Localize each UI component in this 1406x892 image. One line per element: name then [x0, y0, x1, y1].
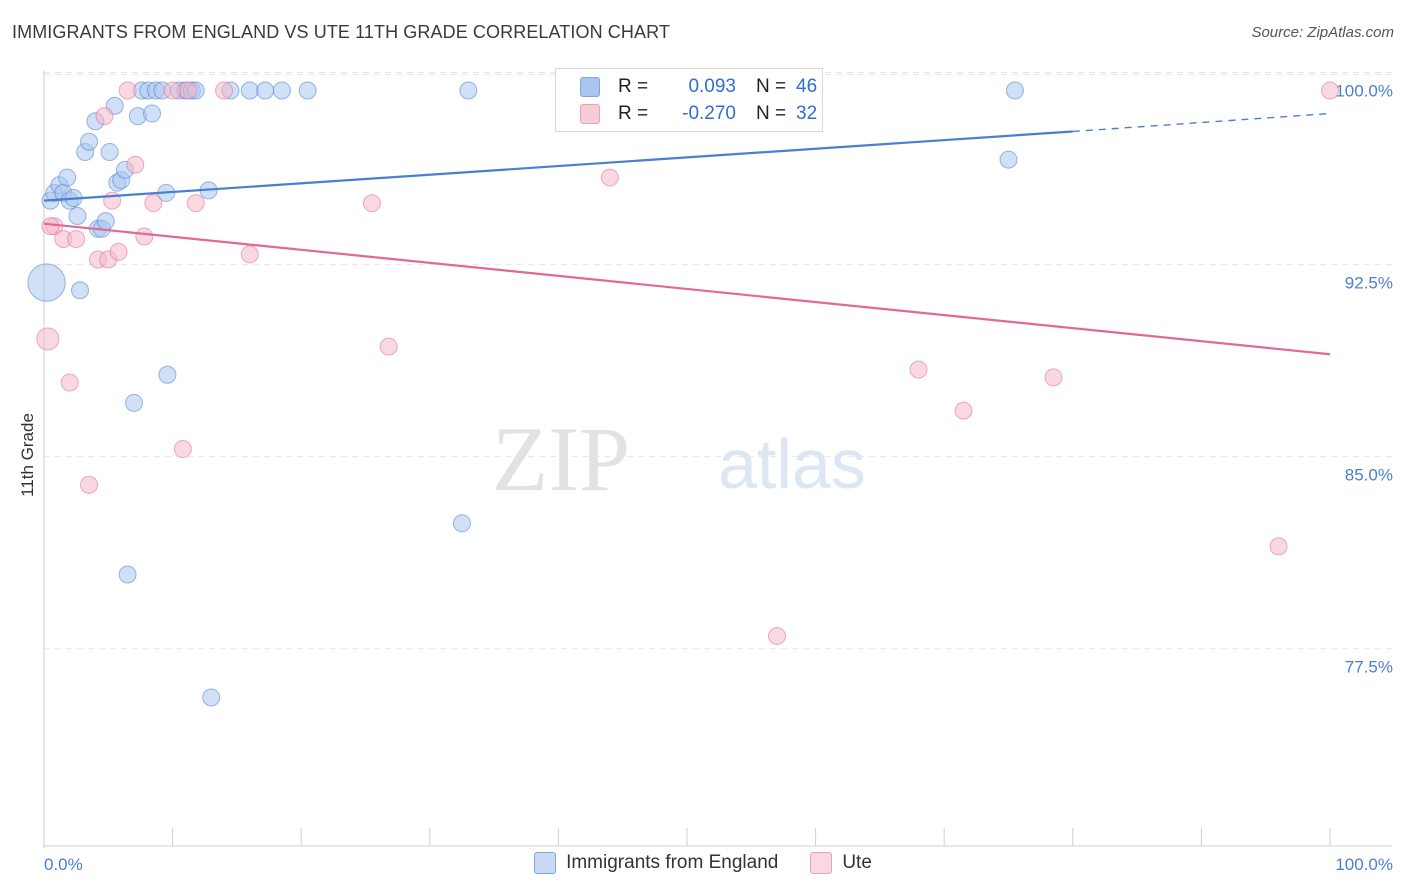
scatter-point [118, 81, 137, 100]
legend-row-england: R = 0.093 N = 46 [580, 74, 817, 100]
scatter-point [125, 393, 144, 412]
scatter-point [272, 81, 291, 100]
scatter-point [100, 142, 119, 161]
scatter-point [41, 217, 60, 236]
scatter-point [256, 81, 275, 100]
scatter-point [80, 132, 99, 151]
trend-line-ute [43, 222, 1331, 356]
n-value: 32 [796, 103, 818, 124]
scatter-point [126, 155, 145, 174]
legend-swatch-ute [580, 104, 600, 124]
series-ute [36, 81, 1339, 645]
r-value: -0.270 [682, 103, 736, 124]
scatter-point [768, 626, 787, 645]
trend-lines [43, 112, 1331, 356]
scatter-point [58, 168, 77, 187]
scatter-point [298, 81, 317, 100]
scatter-point [143, 104, 162, 123]
legend-swatch-england [580, 77, 600, 97]
scatter-point [600, 168, 619, 187]
y-tick-labels: 77.5% 85.0% 92.5% 100.0% [1335, 81, 1393, 676]
scatter-point [459, 81, 478, 100]
x-tick-label: 100.0% [1335, 855, 1393, 874]
scatter-point [163, 81, 182, 100]
trend-line-england [43, 130, 1073, 202]
scatter-point [379, 337, 398, 356]
legend-label-ute: Ute [842, 852, 872, 873]
scatter-point [144, 194, 163, 213]
scatter-point [135, 227, 154, 246]
y-tick-label: 100.0% [1335, 81, 1393, 100]
series-england [27, 81, 1024, 707]
scatter-point [954, 401, 973, 420]
scatter-point [109, 242, 128, 261]
legend-label-england: Immigrants from England [566, 852, 779, 873]
r-label: R = [618, 103, 649, 124]
scatter-point [158, 365, 177, 384]
legend-swatch-england-bottom [534, 852, 557, 874]
legend-item-ute[interactable]: Ute [810, 852, 872, 874]
scatter-point [36, 327, 60, 351]
y-tick-label: 92.5% [1345, 274, 1393, 293]
scatter-point [240, 245, 259, 264]
scatter-point [80, 475, 99, 494]
scatter-point [909, 360, 928, 379]
scatter-point [118, 565, 137, 584]
scatter-point [202, 688, 221, 707]
series-layer [27, 81, 1339, 707]
x-tick-labels: 0.0% 100.0% [44, 855, 1393, 874]
stats-legend: R = 0.093 N = 46 R = -0.270 N = 32 [555, 68, 823, 132]
scatter-point [240, 81, 259, 100]
gridlines [44, 71, 1392, 650]
legend-row-ute: R = -0.270 N = 32 [580, 101, 817, 127]
trend-line-extension [1072, 112, 1331, 133]
r-value: 0.093 [688, 76, 736, 97]
legend-item-england[interactable]: Immigrants from England [534, 852, 778, 874]
scatter-point [71, 281, 90, 300]
scatter-point [27, 263, 66, 302]
scatter-point [1321, 81, 1339, 100]
y-tick-label: 77.5% [1345, 658, 1393, 677]
scatter-point [96, 212, 115, 231]
scatter-point [179, 81, 198, 100]
r-label: R = [618, 76, 649, 97]
y-tick-label: 85.0% [1345, 466, 1393, 485]
scatter-point [95, 107, 114, 126]
watermark-zip: ZIP [492, 408, 630, 510]
scatter-point [999, 150, 1018, 169]
series-legend: Immigrants from England Ute [0, 852, 1406, 874]
legend-swatch-ute-bottom [810, 852, 833, 874]
scatter-point [67, 230, 86, 249]
n-label: N = [756, 76, 787, 97]
scatter-point [1269, 537, 1288, 556]
scatter-point [215, 81, 234, 100]
watermark: ZIP atlas [492, 408, 866, 510]
scatter-point [362, 194, 381, 213]
scatter-point [1044, 368, 1063, 387]
scatter-point [186, 194, 205, 213]
scatter-point [173, 440, 192, 459]
scatter-point [68, 206, 87, 225]
x-tick-label: 0.0% [44, 855, 83, 874]
source-label: Source: ZipAtlas.com [1251, 24, 1394, 41]
scatter-point [60, 373, 79, 392]
scatter-point [1005, 81, 1024, 100]
n-label: N = [756, 103, 787, 124]
watermark-atlas: atlas [718, 425, 866, 503]
n-value: 46 [796, 76, 818, 97]
chart-title: IMMIGRANTS FROM ENGLAND VS UTE 11TH GRAD… [12, 22, 670, 42]
scatter-point [452, 514, 471, 533]
